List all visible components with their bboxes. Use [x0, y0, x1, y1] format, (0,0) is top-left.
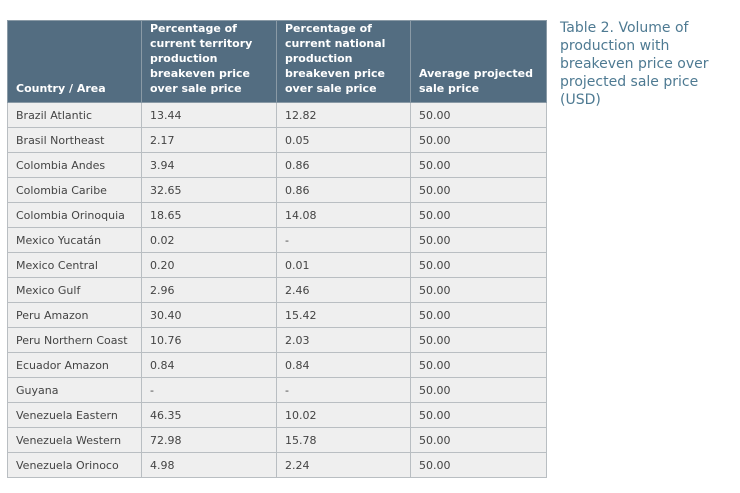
data-table: Country / Area Percentage of current terr… — [7, 20, 547, 478]
row-label: Colombia Andes — [7, 152, 142, 178]
row-label: Brasil Northeast — [7, 127, 142, 153]
table-cell: 30.40 — [141, 302, 277, 328]
table-cell: - — [276, 377, 411, 403]
column-header: Average projected sale price — [410, 20, 547, 103]
table-cell: 50.00 — [410, 377, 547, 403]
table-cell: 0.20 — [141, 252, 277, 278]
table-row: Peru Amazon 30.40 15.42 50.00 — [7, 302, 547, 328]
table-cell: 14.08 — [276, 202, 411, 228]
table-row: Guyana - -50.00 — [7, 377, 547, 403]
column-header: Percentage of current territory producti… — [141, 20, 277, 103]
table-cell: 50.00 — [410, 102, 547, 128]
table-cell: 4.98 — [141, 452, 277, 478]
table-cell: 18.65 — [141, 202, 277, 228]
table-cell: 50.00 — [410, 152, 547, 178]
table-row: Venezuela Western 72.98 15.78 50.00 — [7, 427, 547, 453]
table-cell: 50.00 — [410, 327, 547, 353]
table-row: Colombia Orinoquia 18.65 14.08 50.00 — [7, 202, 547, 228]
row-label: Ecuador Amazon — [7, 352, 142, 378]
table-row: Mexico Gulf 2.96 2.46 50.00 — [7, 277, 547, 303]
table-cell: 2.96 — [141, 277, 277, 303]
table-cell: 50.00 — [410, 202, 547, 228]
table-row: Venezuela Orinoco 4.98 2.24 50.00 — [7, 452, 547, 478]
table-cell: 3.94 — [141, 152, 277, 178]
table-cell: 50.00 — [410, 427, 547, 453]
table-cell: 0.84 — [276, 352, 411, 378]
table-cell: 10.76 — [141, 327, 277, 353]
table-cell: 2.46 — [276, 277, 411, 303]
table-row: Peru Northern Coast 10.76 2.03 50.00 — [7, 327, 547, 353]
table-row: Venezuela Eastern 46.35 10.02 50.00 — [7, 402, 547, 428]
table-cell: 32.65 — [141, 177, 277, 203]
table-cell: 0.84 — [141, 352, 277, 378]
row-label: Colombia Caribe — [7, 177, 142, 203]
row-label: Peru Amazon — [7, 302, 142, 328]
table-cell: 10.02 — [276, 402, 411, 428]
table-cell: 12.82 — [276, 102, 411, 128]
row-label: Colombia Orinoquia — [7, 202, 142, 228]
header-row: Country / Area Percentage of current terr… — [7, 20, 547, 103]
table-row: Colombia Caribe 32.65 0.86 50.00 — [7, 177, 547, 203]
row-label: Guyana — [7, 377, 142, 403]
table-row: Brazil Atlantic 13.44 12.82 50.00 — [7, 102, 547, 128]
row-label: Venezuela Western — [7, 427, 142, 453]
table-cell: 2.03 — [276, 327, 411, 353]
row-label: Brazil Atlantic — [7, 102, 142, 128]
table-cell: 50.00 — [410, 302, 547, 328]
table-row: Mexico Yucatán 0.02-50.00 — [7, 227, 547, 253]
table-cell: 72.98 — [141, 427, 277, 453]
row-label: Venezuela Eastern — [7, 402, 142, 428]
table-cell: 0.86 — [276, 177, 411, 203]
table-cell: 2.17 — [141, 127, 277, 153]
table-cell: 50.00 — [410, 452, 547, 478]
table-cell: 0.05 — [276, 127, 411, 153]
table-cell: 50.00 — [410, 277, 547, 303]
table-caption: Table 2. Volume of production with break… — [560, 20, 709, 108]
table-row: Brasil Northeast 2.17 0.05 50.00 — [7, 127, 547, 153]
table-cell: 50.00 — [410, 177, 547, 203]
table-cell: 15.42 — [276, 302, 411, 328]
table-row: Mexico Central 0.20 0.01 50.00 — [7, 252, 547, 278]
row-label: Mexico Gulf — [7, 277, 142, 303]
table-cell: 50.00 — [410, 127, 547, 153]
table-cell: 0.86 — [276, 152, 411, 178]
column-header: Country / Area — [7, 20, 142, 103]
table-row: Ecuador Amazon 0.84 0.84 50.00 — [7, 352, 547, 378]
table-cell: 0.01 — [276, 252, 411, 278]
row-label: Mexico Central — [7, 252, 142, 278]
table-cell: - — [141, 377, 277, 403]
table-cell: 50.00 — [410, 252, 547, 278]
table-cell: 50.00 — [410, 352, 547, 378]
table-cell: 50.00 — [410, 402, 547, 428]
row-label: Peru Northern Coast — [7, 327, 142, 353]
table-body: Brazil Atlantic 13.44 12.82 50.00 Brasil Nor… — [7, 102, 547, 478]
row-label: Venezuela Orinoco — [7, 452, 142, 478]
column-header: Percentage of current national productio… — [276, 20, 411, 103]
table-cell: - — [276, 227, 411, 253]
table-cell: 50.00 — [410, 227, 547, 253]
table-row: Colombia Andes 3.94 0.86 50.00 — [7, 152, 547, 178]
table-cell: 0.02 — [141, 227, 277, 253]
table-cell: 46.35 — [141, 402, 277, 428]
table-cell: 13.44 — [141, 102, 277, 128]
table-cell: 15.78 — [276, 427, 411, 453]
table-cell: 2.24 — [276, 452, 411, 478]
row-label: Mexico Yucatán — [7, 227, 142, 253]
